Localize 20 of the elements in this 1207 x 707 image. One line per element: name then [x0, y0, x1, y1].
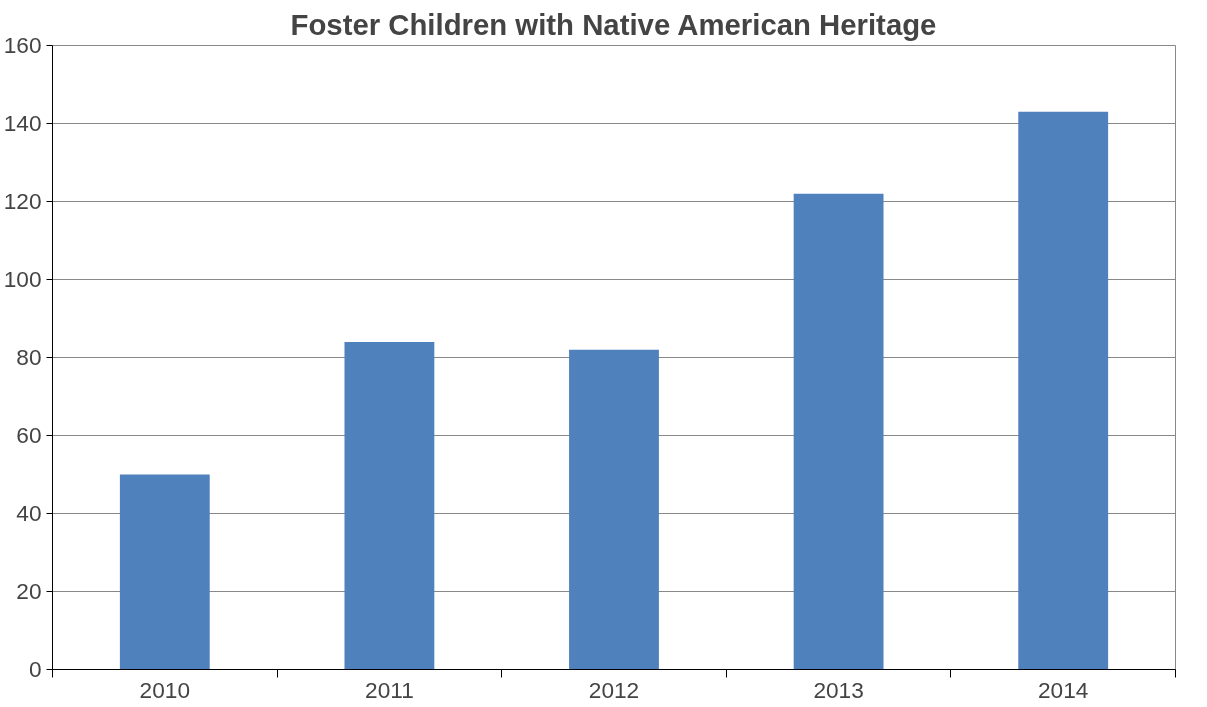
chart-title: Foster Children with Native American Heritage: [290, 7, 937, 41]
bar: [344, 341, 435, 670]
bar: [793, 193, 884, 670]
x-tick-label: 2012: [588, 676, 640, 703]
y-tick-label: 120: [3, 188, 42, 214]
x-tick-label: 2014: [1038, 676, 1089, 703]
x-tick-label: 2010: [139, 676, 191, 703]
bar: [119, 474, 210, 670]
bar: [569, 349, 659, 670]
y-tick-label: 40: [16, 500, 42, 526]
y-tick-label: 140: [3, 110, 42, 136]
x-tick-label: 2013: [813, 676, 864, 703]
y-tick-label: 60: [16, 422, 42, 448]
bar: [1018, 111, 1109, 670]
y-tick-label: 80: [16, 344, 42, 370]
y-tick-label: 100: [3, 266, 42, 292]
y-tick-label: 160: [3, 32, 42, 58]
y-tick-label: 0: [28, 656, 42, 682]
y-tick-label: 20: [16, 578, 42, 604]
x-tick-label: 2011: [365, 676, 414, 703]
